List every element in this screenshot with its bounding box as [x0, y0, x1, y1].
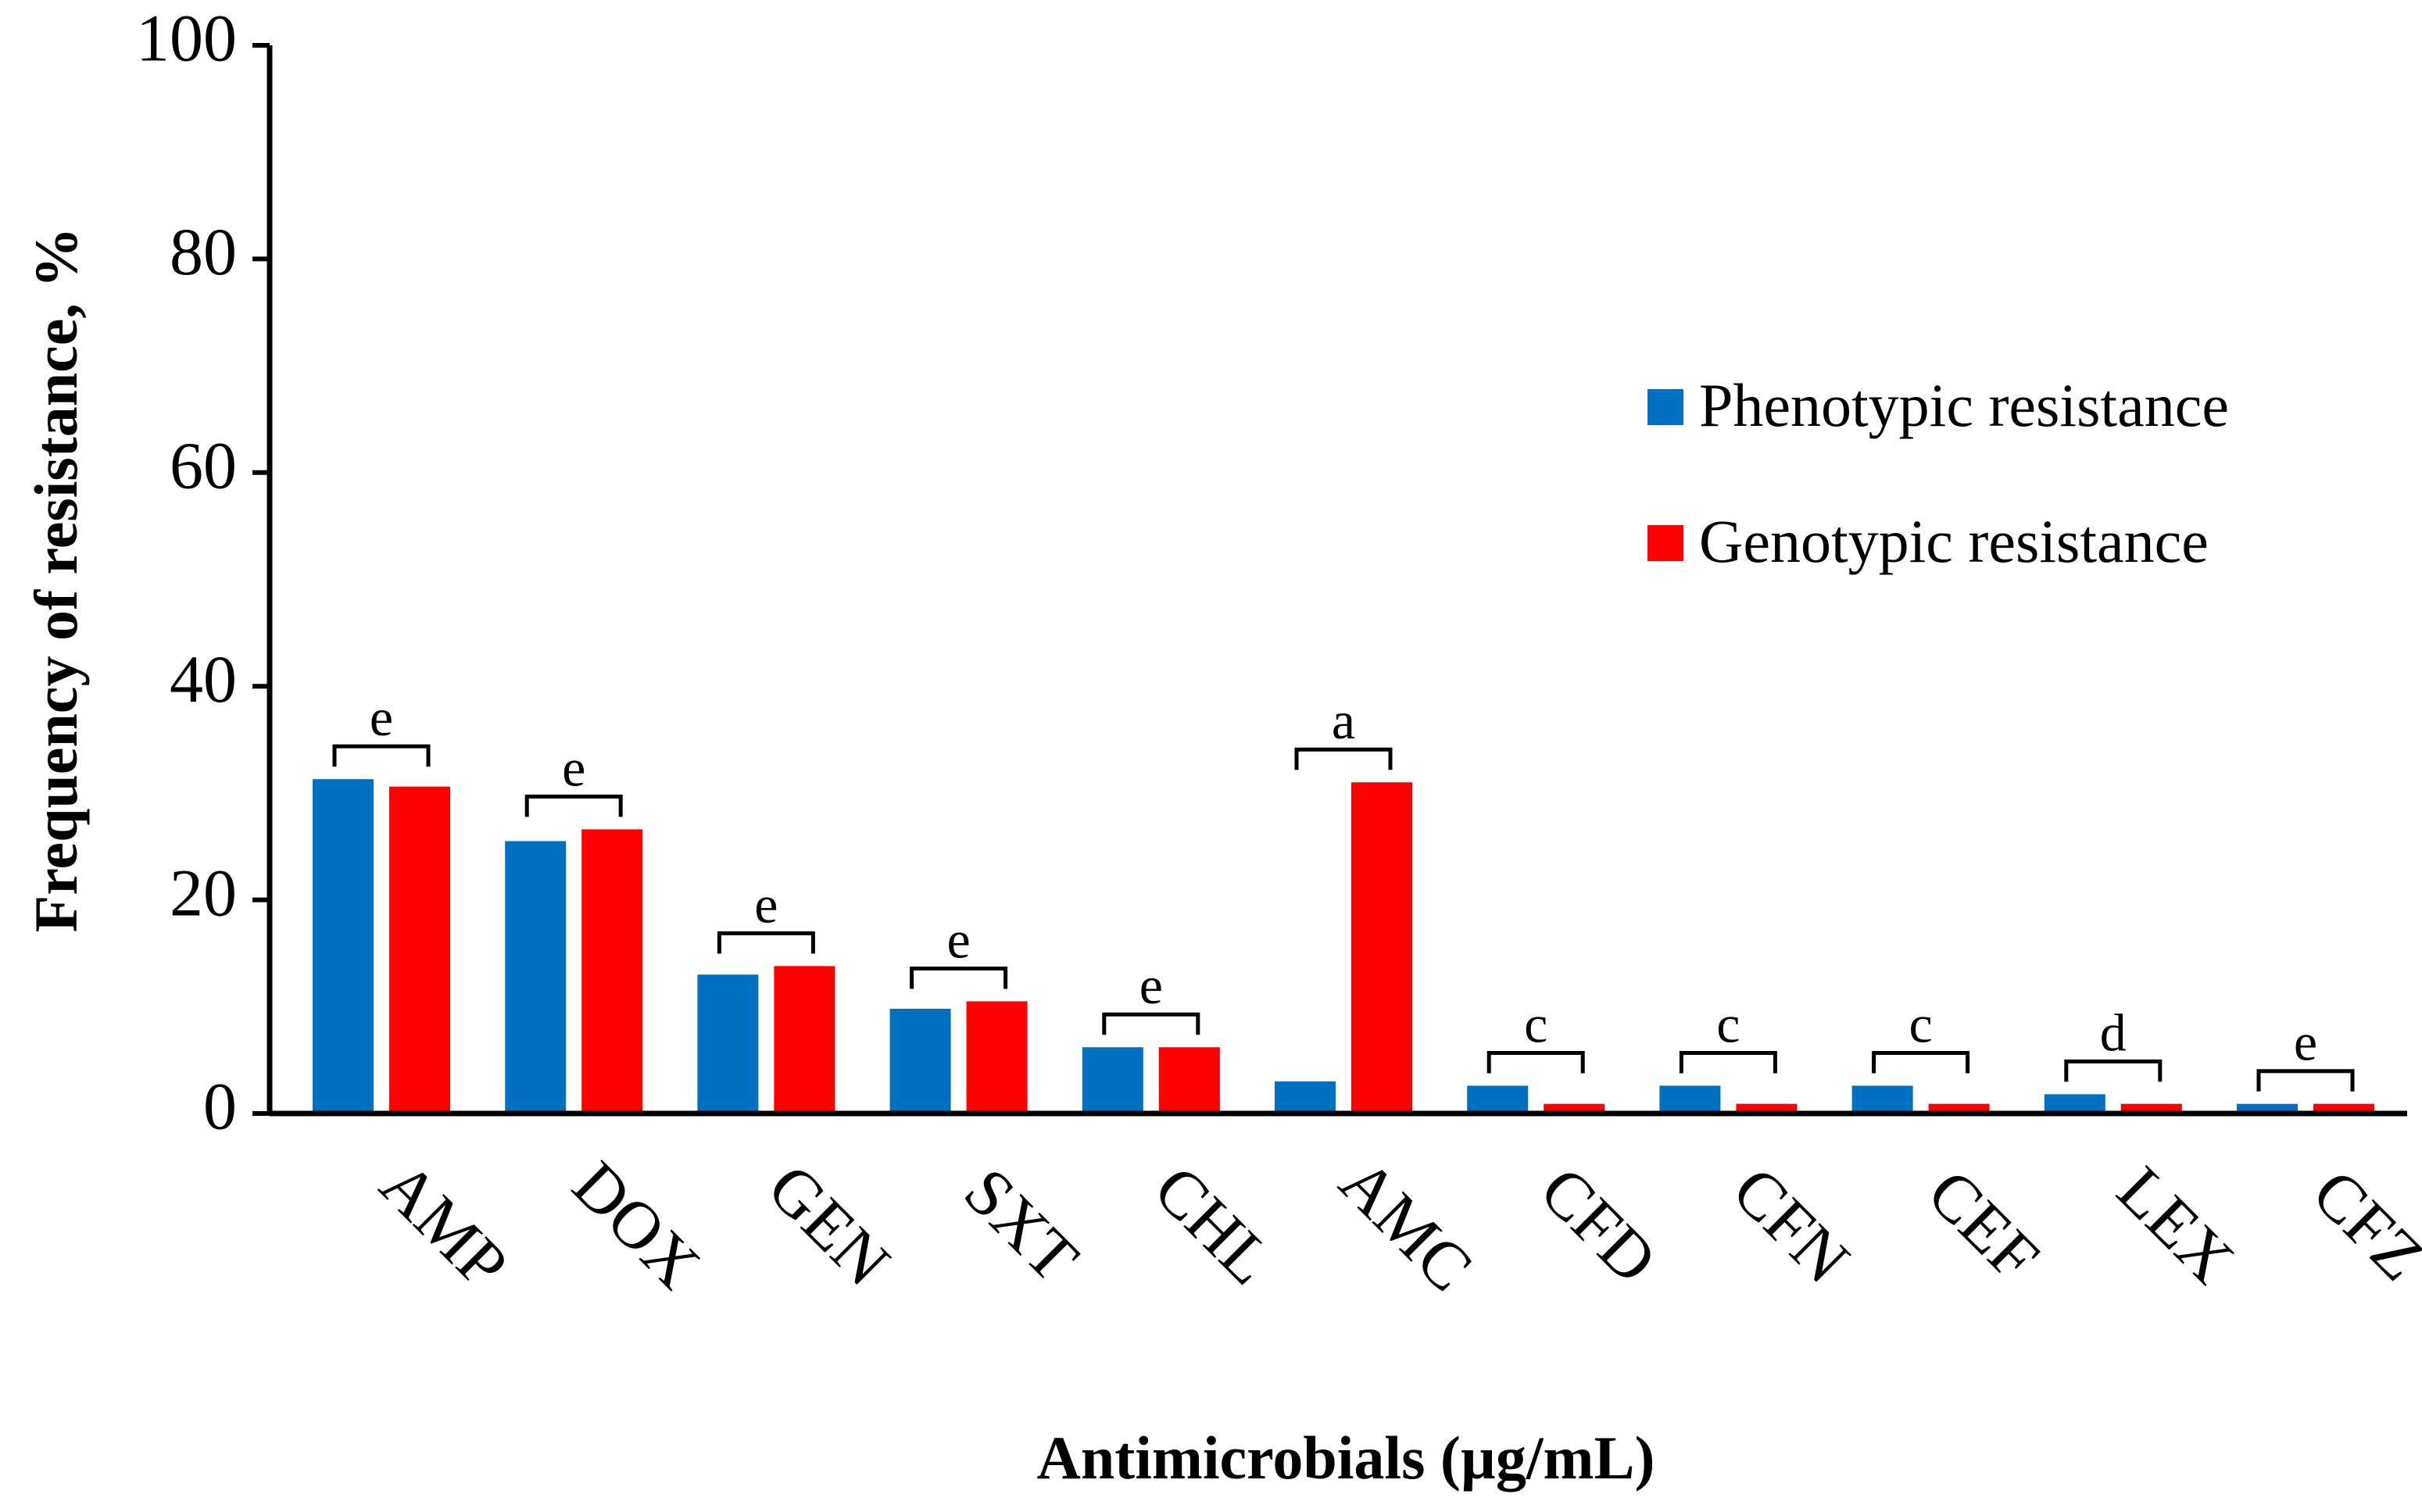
- significance-bracket: [1872, 1050, 1970, 1074]
- legend-swatch-phenotypic: [1647, 389, 1683, 425]
- significance-bracket: [332, 744, 431, 767]
- bar-phenotypic-cfn: [1659, 1085, 1721, 1113]
- bar-phenotypic-gen: [697, 974, 759, 1113]
- bar-genotypic-dox: [581, 829, 643, 1113]
- bar-genotypic-gen: [774, 966, 835, 1113]
- significance-bracket: [2256, 1069, 2355, 1092]
- bar-genotypic-chl: [1158, 1047, 1220, 1113]
- y-tick-label: 100: [136, 1, 237, 76]
- bars-layer: [313, 779, 2374, 1113]
- significance-bracket: [1486, 1050, 1585, 1074]
- significance-bracket: [2064, 1059, 2163, 1082]
- significance-letter: a: [1332, 691, 1355, 750]
- x-axis-title: Antimicrobials (µg/mL): [1037, 1424, 1655, 1492]
- x-axis-ticks: AMP DOX GEN SXT CHL AMC CFD CFN CEF LEX CFZ: [367, 1144, 2422, 1305]
- x-tick-label-sxt: SXT: [950, 1153, 1093, 1296]
- significance-brackets: e e e e e a c c c d e: [332, 688, 2355, 1092]
- significance-bracket: [1294, 747, 1393, 770]
- y-tick-label: 0: [203, 1069, 237, 1144]
- y-axis-ticks: 0 20 40 60 80 100: [136, 1, 270, 1144]
- significance-letter: e: [947, 910, 971, 969]
- bar-phenotypic-amp: [313, 779, 374, 1113]
- x-tick-label-cfn: CFN: [1719, 1152, 1864, 1297]
- bar-phenotypic-chl: [1082, 1047, 1143, 1113]
- bar-phenotypic-cef: [1851, 1085, 1913, 1113]
- bar-phenotypic-sxt: [889, 1009, 951, 1113]
- significance-letter: c: [1716, 994, 1740, 1053]
- x-tick-label-cfd: CFD: [1526, 1152, 1672, 1297]
- bar-genotypic-amp: [389, 786, 450, 1113]
- significance-bracket: [717, 931, 815, 954]
- bar-genotypic-amc: [1351, 782, 1412, 1113]
- significance-bracket: [1102, 1012, 1200, 1035]
- bar-phenotypic-dox: [505, 841, 567, 1113]
- x-tick-label-dox: DOX: [559, 1147, 715, 1303]
- significance-letter: e: [370, 688, 393, 747]
- x-tick-label-amc: AMC: [1325, 1144, 1486, 1305]
- significance-letter: c: [1524, 994, 1547, 1053]
- x-tick-label-cfz: CFZ: [2299, 1155, 2422, 1295]
- significance-letter: e: [754, 874, 778, 934]
- x-tick-label-chl: CHL: [1140, 1151, 1289, 1299]
- y-tick-label: 80: [170, 214, 237, 289]
- bar-phenotypic-lex: [2044, 1094, 2105, 1113]
- significance-letter: e: [562, 738, 585, 797]
- legend-label-phenotypic: Phenotypic resistance: [1699, 371, 2229, 439]
- legend-swatch-genotypic: [1647, 525, 1683, 561]
- significance-letter: e: [2294, 1013, 2317, 1072]
- x-tick-label-gen: GEN: [753, 1149, 904, 1300]
- legend: Phenotypic resistance Genotypic resistan…: [1647, 371, 2229, 575]
- x-tick-label-amp: AMP: [367, 1147, 523, 1303]
- x-tick-label-lex: LEX: [2103, 1152, 2248, 1297]
- bar-genotypic-sxt: [966, 1001, 1028, 1113]
- bar-phenotypic-amc: [1275, 1081, 1336, 1113]
- y-tick-label: 60: [170, 428, 237, 503]
- y-tick-label: 20: [170, 855, 237, 930]
- significance-letter: e: [1139, 956, 1163, 1015]
- legend-label-genotypic: Genotypic resistance: [1699, 507, 2209, 575]
- significance-bracket: [1679, 1050, 1777, 1074]
- y-tick-label: 40: [170, 642, 237, 717]
- bar-phenotypic-cfd: [1467, 1085, 1529, 1113]
- significance-letter: d: [2100, 1003, 2127, 1062]
- significance-bracket: [524, 794, 623, 817]
- x-tick-label-cef: CEF: [1913, 1155, 2053, 1295]
- y-axis-title: Frequency of resistance, %: [22, 227, 90, 933]
- significance-letter: c: [1909, 994, 1933, 1053]
- significance-bracket: [910, 966, 1008, 989]
